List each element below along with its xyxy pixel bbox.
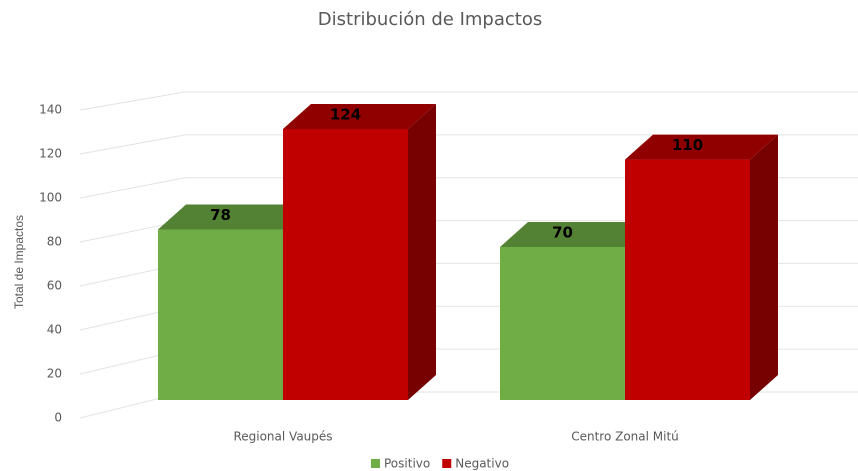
bar [283,128,408,400]
bar [625,159,750,400]
y-tick-label: 0 [54,411,62,425]
legend-swatch [442,459,452,468]
y-tick-label: 140 [39,103,62,117]
chart-title: Distribución de Impactos [318,9,542,30]
bar [158,229,283,400]
y-tick-label: 100 [39,191,62,205]
grid-line [79,134,858,155]
data-label: 70 [552,224,573,242]
y-tick-label: 40 [47,323,62,337]
legend-label: Negativo [455,457,509,471]
data-label: 78 [210,206,231,224]
data-label: 110 [672,136,703,154]
legend-label: Positivo [384,457,430,471]
bar-top [158,204,311,230]
bar-side [750,134,778,401]
grid-line [79,91,858,111]
x-tick-label: Centro Zonal Mitú [571,430,679,444]
legend-swatch [371,459,380,468]
bar [500,247,625,400]
bar-side [408,103,436,400]
x-tick-label: Regional Vaupés [233,430,332,444]
data-label: 124 [330,105,361,123]
bar-top [283,103,436,129]
y-tick-label: 120 [39,147,62,161]
y-tick-label: 60 [47,279,62,293]
bar-top [625,134,778,160]
bar-top [500,222,653,247]
y-tick-label: 80 [47,235,62,249]
y-axis-label: Total de Impactos [12,215,26,309]
y-tick-label: 20 [47,367,62,381]
